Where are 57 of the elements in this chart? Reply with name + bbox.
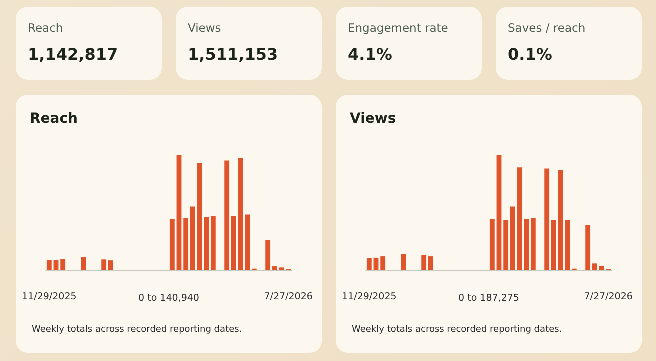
bar xyxy=(374,258,379,270)
bar xyxy=(108,260,114,270)
bar xyxy=(490,219,495,270)
text: 4.1% xyxy=(348,45,394,64)
bar xyxy=(496,155,502,270)
x-tick-label: 11/29/2025 xyxy=(22,292,77,302)
chart-title: Views xyxy=(350,111,396,127)
x-tick-label: 7/27/2026 xyxy=(264,292,313,302)
bar xyxy=(81,257,86,270)
bar xyxy=(224,160,230,270)
bar xyxy=(586,225,591,270)
text: 0 to 140,940 xyxy=(138,293,200,304)
bar xyxy=(245,214,250,270)
bar xyxy=(530,218,536,270)
bar xyxy=(170,219,175,270)
bar xyxy=(380,256,386,270)
bar xyxy=(176,155,182,270)
bar xyxy=(190,206,196,270)
bar xyxy=(60,259,66,270)
text: Views xyxy=(188,21,222,35)
text: Engagement rate xyxy=(348,21,450,35)
text: 1,511,153 xyxy=(188,45,280,64)
text: 0.1% xyxy=(508,45,554,64)
bar xyxy=(231,216,236,270)
bar xyxy=(102,260,107,270)
text: Reach xyxy=(28,21,64,35)
x-tick-label: 7/27/2026 xyxy=(584,292,633,302)
bar xyxy=(544,168,550,270)
bar xyxy=(558,170,564,270)
bar xyxy=(599,266,604,270)
bar xyxy=(524,219,530,270)
text: 1,142,817 xyxy=(28,45,120,64)
bar xyxy=(422,255,427,270)
bar xyxy=(366,258,372,270)
text: Weekly totals across recorded reporting dates. xyxy=(352,325,562,335)
bar xyxy=(401,254,406,270)
bar xyxy=(510,206,516,270)
bar xyxy=(204,217,210,270)
bar xyxy=(210,216,216,270)
bar xyxy=(428,256,434,270)
bar xyxy=(551,220,556,270)
bar xyxy=(197,163,202,270)
bar xyxy=(266,240,271,270)
bar xyxy=(238,158,244,270)
bar xyxy=(565,220,570,270)
bar xyxy=(54,260,59,270)
bar xyxy=(184,218,189,270)
x-tick-label: 11/29/2025 xyxy=(342,292,397,302)
bar xyxy=(46,260,52,270)
text: Weekly totals across recorded reporting dates. xyxy=(32,325,242,335)
chart-title: Reach xyxy=(30,111,78,127)
bar xyxy=(592,264,598,270)
bar xyxy=(504,220,509,270)
text: Saves / reach xyxy=(508,21,587,35)
text: 0 to 187,275 xyxy=(458,293,520,304)
bar xyxy=(272,266,278,270)
bar xyxy=(517,168,522,270)
